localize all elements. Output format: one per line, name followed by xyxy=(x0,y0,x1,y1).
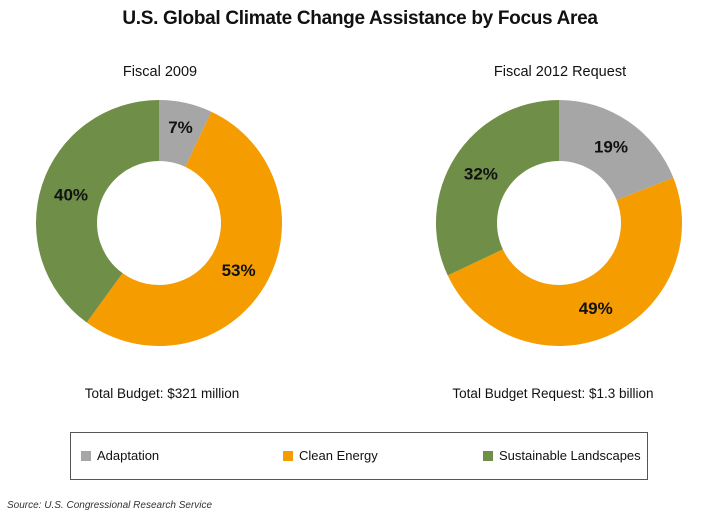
chart-title: U.S. Global Climate Change Assistance by… xyxy=(122,8,598,29)
donut-0-segment-clean-energy xyxy=(86,111,283,347)
total-budget-2012: Total Budget Request: $1.3 billion xyxy=(452,386,654,401)
source-note: Source: U.S. Congressional Research Serv… xyxy=(7,500,213,511)
legend-label: Clean Energy xyxy=(299,448,378,463)
legend-swatch-clean-energy xyxy=(283,450,293,461)
legend-swatch-adaptation xyxy=(81,450,91,461)
donut-1-segment-clean-energy xyxy=(447,177,682,346)
legend-label: Sustainable Landscapes xyxy=(499,448,641,463)
legend-item-clean-energy: Clean Energy xyxy=(283,448,378,463)
donut-chart-fiscal-2012: 19% 49% 32% xyxy=(436,100,682,346)
donut-title-fiscal-2012: Fiscal 2012 Request xyxy=(493,64,627,80)
donut-0-label-clean-energy: 53% xyxy=(222,261,256,280)
legend-item-sustainable-landscapes: Sustainable Landscapes xyxy=(483,448,641,463)
donut-0-label-sustainable-landscapes: 40% xyxy=(54,185,88,204)
donut-0-segment-sustainable-landscapes xyxy=(36,100,159,323)
total-budget-2009: Total Budget: $321 million xyxy=(84,386,240,401)
legend-label: Adaptation xyxy=(97,448,160,463)
legend: Adaptation Clean Energy Sustainable Land… xyxy=(70,432,648,480)
donut-1-segment-adaptation xyxy=(559,100,674,201)
donut-1-label-adaptation: 19% xyxy=(594,137,628,156)
legend-swatch-sustainable-landscapes xyxy=(483,450,493,461)
donut-1-segment-sustainable-landscapes xyxy=(436,100,559,276)
donut-chart-fiscal-2009: 7% 53% 40% xyxy=(36,100,283,347)
donut-1-label-clean-energy: 49% xyxy=(579,299,613,318)
donut-title-fiscal-2009: Fiscal 2009 xyxy=(122,64,198,80)
donut-1-label-sustainable-landscapes: 32% xyxy=(464,164,498,183)
donut-0-segment-adaptation xyxy=(159,100,212,167)
legend-item-adaptation: Adaptation xyxy=(81,448,159,463)
donut-0-label-adaptation: 7% xyxy=(168,118,193,137)
